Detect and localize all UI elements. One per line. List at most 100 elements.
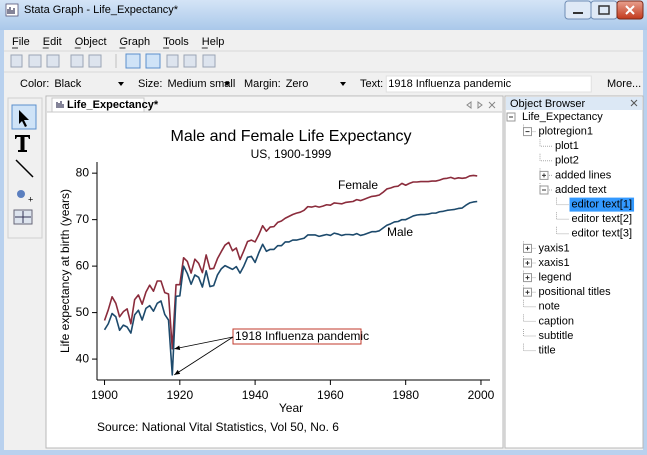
object-browser — [504, 95, 644, 449]
new-icon[interactable] — [10, 54, 23, 68]
dropdown-arrow[interactable] — [224, 82, 230, 86]
menu-bar: File Edit Object Graph Tools Help — [12, 36, 225, 49]
property-bar: Color: Black Size: Medium small Margin: Zero T… — [20, 75, 641, 93]
tree-connector — [539, 153, 552, 162]
menu-item[interactable]: Help — [202, 36, 225, 48]
chart: Male and Female Life Expectancy US, 1900-… — [58, 128, 494, 434]
tree-item[interactable]: added lines — [555, 169, 612, 181]
x-tick-label: 1980 — [392, 388, 419, 402]
arrow-head — [174, 369, 181, 375]
tree-expander-glyph — [525, 261, 530, 265]
tree-connector — [556, 226, 569, 235]
property-value[interactable]: 1918 Influenza pandemic — [388, 78, 511, 90]
tree-item[interactable]: positional titles — [539, 286, 612, 298]
property-value[interactable]: Zero — [286, 78, 309, 90]
annotation-arrow — [174, 336, 234, 376]
text-tool[interactable] — [15, 135, 30, 152]
arrow-head — [174, 345, 181, 351]
tree-item[interactable]: editor text[3] — [572, 228, 633, 240]
object-browser-title: Object Browser — [510, 98, 586, 110]
paste-icon[interactable] — [88, 54, 102, 68]
property-label: Color: — [20, 78, 49, 90]
menu-item[interactable]: File — [12, 36, 30, 48]
series-line — [103, 200, 478, 376]
tree-item[interactable]: Life_Expectancy — [522, 111, 603, 123]
pin-icon[interactable] — [166, 54, 179, 68]
tree-item[interactable]: editor text[2] — [572, 213, 633, 225]
tab-icon — [56, 101, 64, 108]
chart-title: Male and Female Life Expectancy — [170, 128, 411, 145]
region-glyph — [15, 211, 31, 223]
tab[interactable] — [51, 97, 145, 113]
graph-icon[interactable] — [125, 53, 141, 69]
window-title: Stata Graph - Life_Expectancy* — [24, 4, 179, 16]
tree-item[interactable]: added text — [555, 184, 606, 196]
print-icon[interactable] — [46, 54, 60, 68]
tree-item[interactable]: note — [539, 301, 560, 313]
tree-item[interactable]: editor text[1] — [572, 199, 633, 211]
close-glyph — [625, 5, 635, 15]
x-tick-label: 1940 — [242, 388, 269, 402]
dropdown-arrow[interactable] — [340, 82, 346, 86]
graph-pane — [45, 95, 504, 449]
x-tick-label: 1900 — [91, 388, 118, 402]
object-tree: Life_Expectancy plotregion1 plot1 plot2 adde… — [506, 111, 635, 357]
marker-tool[interactable] — [17, 190, 25, 198]
property-label: Text: — [360, 78, 383, 90]
annotation-box[interactable] — [232, 328, 362, 345]
tree-connector — [523, 299, 536, 308]
tree-item[interactable]: title — [539, 345, 556, 357]
dropdown-arrow[interactable] — [118, 82, 124, 86]
tree-connector — [539, 139, 552, 147]
window-controls[interactable] — [564, 0, 644, 20]
y-tick-label: 70 — [76, 212, 90, 226]
copy-icon[interactable] — [70, 54, 84, 68]
x-tick-label: 1920 — [166, 388, 193, 402]
menu-item[interactable]: Tools — [163, 36, 189, 48]
y-tick-label: 40 — [76, 351, 90, 365]
chart-subtitle: US, 1900-1999 — [251, 147, 332, 161]
tree-connector — [556, 212, 569, 220]
x-tick-label: 1960 — [317, 388, 344, 402]
editor-icon[interactable] — [145, 53, 161, 69]
menu-item[interactable]: Object — [75, 36, 107, 48]
maximize-button[interactable] — [590, 0, 618, 20]
close-pane[interactable] — [630, 99, 638, 107]
more-button[interactable]: More... — [607, 78, 641, 90]
minimize-button[interactable] — [564, 0, 592, 20]
menu-item[interactable]: Graph — [120, 36, 151, 48]
save-icon[interactable] — [28, 54, 42, 68]
tree-item[interactable]: plot1 — [555, 140, 579, 152]
undo-icon[interactable] — [183, 54, 197, 68]
tool-palette: + — [7, 97, 43, 239]
tree-item[interactable]: caption — [539, 315, 574, 327]
y-tick-label: 50 — [76, 305, 90, 319]
tree-connector — [556, 197, 569, 206]
menu-item[interactable]: Edit — [43, 36, 62, 48]
line-tool[interactable] — [15, 159, 34, 178]
text-input[interactable] — [385, 75, 592, 93]
chart-note: Source: National Vital Statistics, Vol 5… — [97, 420, 339, 434]
tree-expander-glyph — [525, 246, 530, 251]
selection-highlight — [569, 197, 635, 212]
tree-item[interactable]: plotregion1 — [539, 126, 593, 138]
property-value[interactable]: Medium small — [167, 78, 235, 90]
tree-item[interactable]: legend — [539, 272, 572, 284]
redo-icon[interactable] — [202, 54, 216, 68]
object-browser-header — [506, 97, 642, 110]
annotation: Female — [338, 178, 378, 192]
tab-controls[interactable] — [466, 101, 496, 109]
tree-connector — [523, 329, 536, 337]
tree-item[interactable]: yaxis1 — [539, 242, 570, 254]
tree-expander-glyph — [525, 290, 530, 295]
marker-plus: + — [28, 194, 33, 204]
annotation[interactable]: 1918 Influenza pandemic — [235, 329, 369, 343]
tree-item[interactable]: plot2 — [555, 155, 579, 167]
tree-item[interactable]: xaxis1 — [539, 257, 570, 269]
property-value[interactable]: Black — [54, 78, 81, 90]
tab-title: Life_Expectancy* — [67, 99, 159, 111]
annotation-arrow — [174, 336, 234, 350]
tree-item[interactable]: subtitle — [539, 330, 574, 342]
